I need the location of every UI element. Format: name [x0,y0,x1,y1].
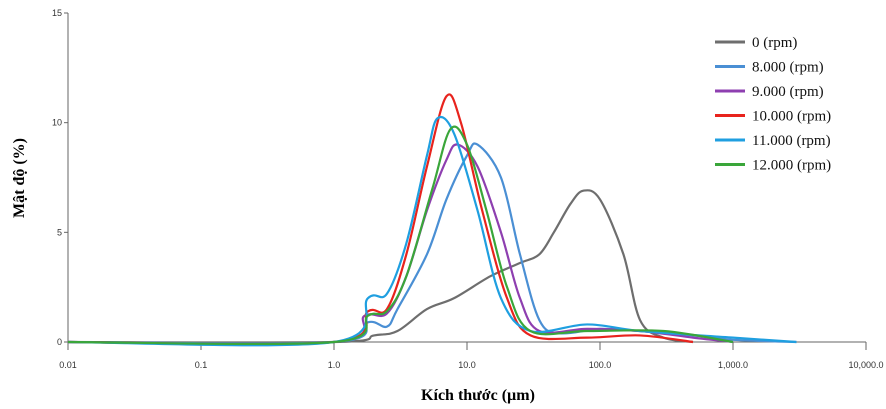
x-tick-label: 100.0 [589,360,612,370]
legend-label: 12.000 (rpm) [752,158,831,174]
x-tick-label: 0.01 [59,360,77,370]
series-line [67,125,734,346]
series-line [67,189,694,344]
series-line [67,93,694,346]
legend-label: 9.000 (rpm) [752,84,824,100]
legend-label: 11.000 (rpm) [752,133,831,149]
y-axis-label: Mật độ (%) [11,138,28,218]
x-tick-label: 1,000.0 [718,360,748,370]
x-tick-label: 0.1 [195,360,208,370]
series-line [67,115,797,347]
series-line [67,143,734,346]
legend-label: 0 (rpm) [752,35,797,51]
y-tick-label: 15 [52,8,62,18]
y-tick-label: 0 [57,337,62,347]
legend-label: 10.000 (rpm) [752,109,831,125]
x-axis-label: Kích thước (µm) [421,387,535,404]
x-tick-label: 10,000.0 [848,360,883,370]
series-line [67,142,797,345]
y-tick-label: 10 [52,118,62,128]
y-tick-label: 5 [57,227,62,237]
legend-label: 8.000 (rpm) [752,60,824,76]
x-tick-label: 1.0 [328,360,341,370]
x-tick-label: 10.0 [458,360,476,370]
